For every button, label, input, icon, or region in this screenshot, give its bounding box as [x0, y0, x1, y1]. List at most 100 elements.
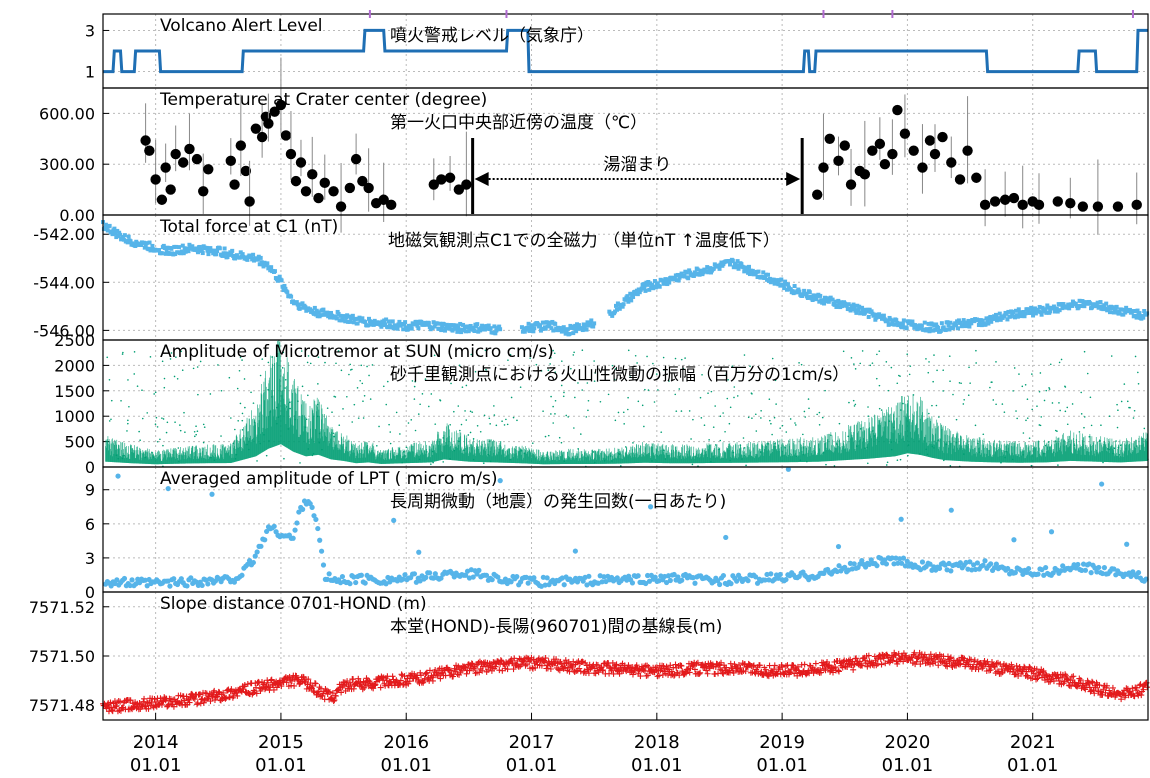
tremor-scatter	[654, 401, 656, 403]
tremor-scatter	[157, 441, 159, 443]
tremor-scatter	[1129, 407, 1131, 409]
temperature-point	[198, 186, 208, 196]
magnetic-point	[1099, 300, 1103, 304]
tremor-scatter	[722, 412, 724, 414]
magnetic-point	[206, 252, 210, 256]
tremor-scatter	[772, 358, 774, 360]
tremor-scatter	[774, 417, 776, 419]
tremor-scatter	[507, 424, 509, 426]
tremor-scatter	[372, 364, 374, 366]
tremor-scatter	[1059, 362, 1061, 364]
temperature-point	[1034, 200, 1044, 210]
lpt-point	[205, 581, 210, 586]
tremor-scatter	[430, 393, 432, 395]
tremor-scatter	[324, 362, 326, 364]
tremor-scatter	[146, 412, 148, 414]
tremor-scatter	[406, 447, 408, 449]
tremor-scatter	[351, 421, 353, 423]
tremor-scatter	[1014, 367, 1016, 369]
tremor-scatter	[552, 422, 554, 424]
tremor-scatter	[385, 404, 387, 406]
tremor-scatter	[210, 393, 212, 395]
tremor-scatter	[1012, 390, 1014, 392]
tremor-scatter	[422, 393, 424, 395]
tremor-scatter	[825, 464, 827, 466]
temperature-point	[301, 186, 311, 196]
tremor-scatter	[1025, 384, 1027, 386]
tremor-scatter	[542, 410, 544, 412]
temperature-point	[962, 145, 972, 155]
tremor-scatter	[701, 417, 703, 419]
tremor-scatter	[1087, 373, 1089, 375]
tremor-scatter	[335, 362, 337, 364]
tremor-scatter	[513, 417, 515, 419]
magnetic-point	[259, 256, 263, 260]
tremor-scatter	[989, 387, 991, 389]
tremor-scatter	[938, 416, 940, 418]
tremor-scatter	[477, 425, 479, 427]
tremor-scatter	[586, 416, 588, 418]
tremor-scatter	[1018, 373, 1020, 375]
tremor-scatter	[376, 445, 378, 447]
tremor-scatter	[489, 423, 491, 425]
magnetic-point	[410, 327, 414, 331]
lpt-point	[531, 575, 536, 580]
tremor-scatter	[550, 413, 552, 415]
temperature-point	[818, 162, 828, 172]
lpt-point	[255, 549, 260, 554]
magnetic-point	[321, 308, 325, 312]
tremor-scatter	[338, 424, 340, 426]
tremor-scatter	[266, 455, 268, 457]
temperature-point	[930, 149, 940, 159]
lpt-point	[692, 581, 697, 586]
tremor-scatter	[909, 365, 911, 367]
lpt-point	[920, 559, 925, 564]
tremor-scatter	[931, 405, 933, 407]
temperature-point	[840, 140, 850, 150]
lpt-point	[171, 576, 176, 581]
tremor-scatter	[162, 445, 164, 447]
lpt-point	[363, 580, 368, 585]
tremor-scatter	[127, 420, 129, 422]
tremor-scatter	[1023, 432, 1025, 434]
temperature-point	[165, 184, 175, 194]
tremor-scatter	[396, 412, 398, 414]
panel-title-ja: 噴火警戒レベル（気象庁）	[390, 26, 594, 46]
tremor-scatter	[157, 426, 159, 428]
magnetic-point	[265, 261, 269, 265]
tremor-scatter	[1040, 372, 1042, 374]
lpt-point	[778, 572, 783, 577]
tremor-scatter	[253, 402, 255, 404]
temperature-point	[461, 179, 471, 189]
lpt-point	[476, 568, 481, 573]
magnetic-point	[658, 285, 662, 289]
tremor-scatter	[178, 447, 180, 449]
tremor-scatter	[241, 420, 243, 422]
temperature-point	[251, 123, 261, 133]
temperature-point	[846, 179, 856, 189]
temperature-point	[946, 157, 956, 167]
magnetic-point	[948, 321, 952, 325]
temperature-point	[150, 174, 160, 184]
lpt-point	[353, 580, 358, 585]
tremor-scatter	[470, 432, 472, 434]
magnetic-point	[489, 326, 493, 330]
y-tick-label: 6	[85, 515, 95, 534]
magnetic-point	[108, 224, 112, 228]
tremor-scatter	[689, 410, 691, 412]
y-tick-label: 3	[85, 21, 95, 40]
tremor-scatter	[808, 398, 810, 400]
tremor-scatter	[520, 386, 522, 388]
tremor-scatter	[707, 392, 709, 394]
tremor-scatter	[743, 437, 745, 439]
tremor-scatter	[310, 363, 312, 365]
tremor-scatter	[426, 451, 428, 453]
tremor-scatter	[876, 378, 878, 380]
tremor-scatter	[927, 372, 929, 374]
tremor-scatter	[240, 403, 242, 405]
tremor-scatter	[724, 431, 726, 433]
y-tick-label: 1	[85, 63, 95, 82]
tremor-scatter	[239, 370, 241, 372]
tremor-scatter	[975, 425, 977, 427]
tremor-scatter	[628, 350, 630, 352]
